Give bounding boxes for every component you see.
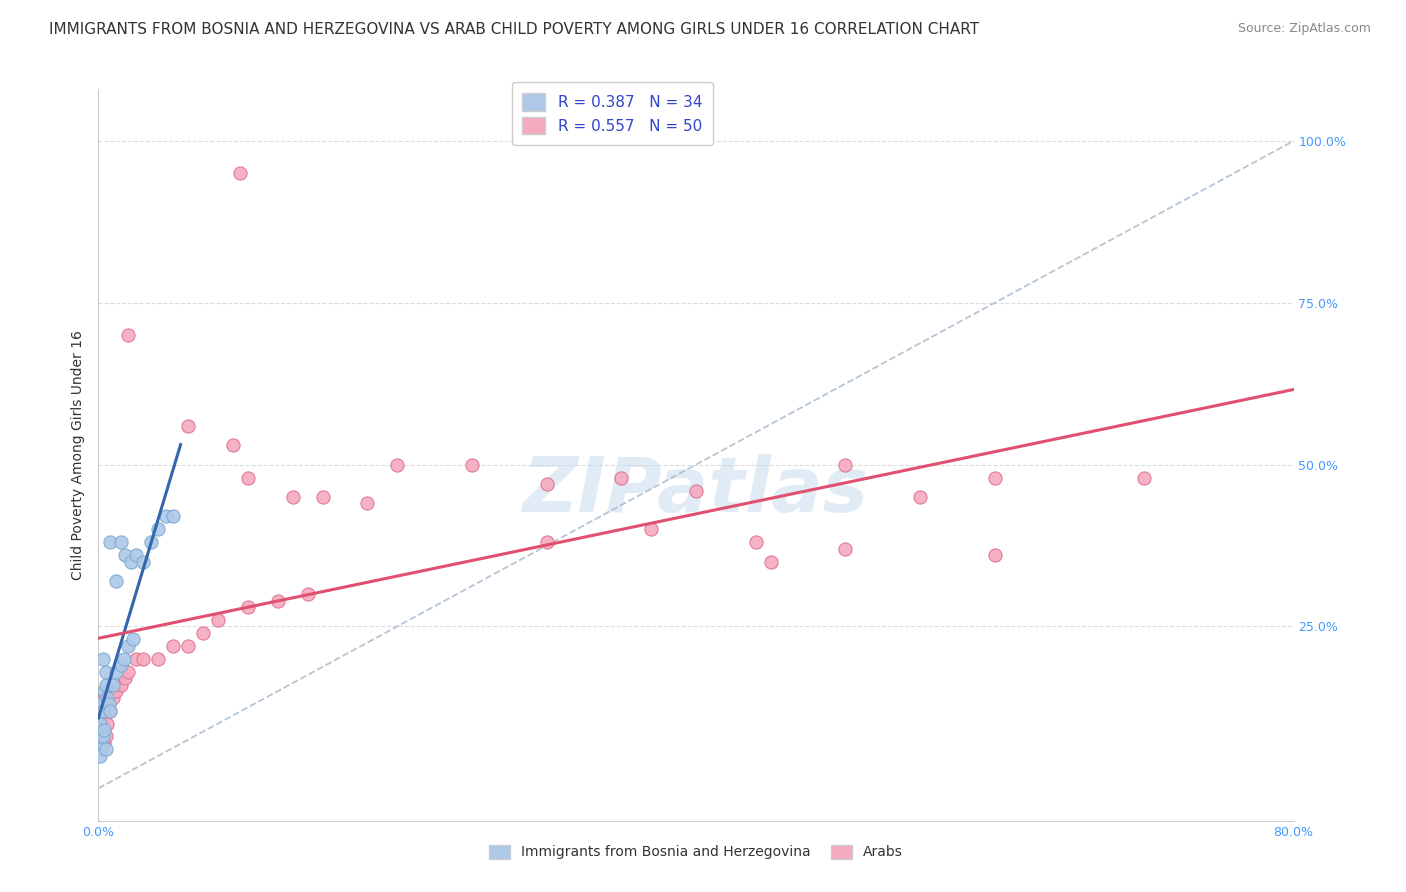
Point	[94, 697, 117, 711]
Point	[132, 652, 155, 666]
Point	[984, 470, 1007, 484]
Text: IMMIGRANTS FROM BOSNIA AND HERZEGOVINA VS ARAB CHILD POVERTY AMONG GIRLS UNDER 1: IMMIGRANTS FROM BOSNIA AND HERZEGOVINA V…	[49, 22, 980, 37]
Point	[155, 509, 177, 524]
Point	[91, 652, 114, 666]
Point	[311, 490, 333, 504]
Point	[461, 458, 484, 472]
Point	[103, 678, 125, 692]
Point	[121, 632, 143, 647]
Point	[90, 742, 112, 756]
Point	[105, 665, 128, 679]
Point	[103, 690, 125, 705]
Point	[110, 658, 132, 673]
Point	[90, 697, 112, 711]
Point	[114, 548, 136, 562]
Legend: Immigrants from Bosnia and Herzegovina, Arabs: Immigrants from Bosnia and Herzegovina, …	[484, 839, 908, 865]
Point	[685, 483, 707, 498]
Point	[139, 535, 162, 549]
Point	[89, 704, 111, 718]
Point	[89, 742, 111, 756]
Point	[117, 665, 139, 679]
Point	[162, 639, 184, 653]
Point	[908, 490, 931, 504]
Point	[177, 639, 200, 653]
Point	[745, 535, 768, 549]
Point	[385, 458, 409, 472]
Point	[536, 477, 558, 491]
Text: Source: ZipAtlas.com: Source: ZipAtlas.com	[1237, 22, 1371, 36]
Point	[125, 548, 148, 562]
Point	[191, 626, 214, 640]
Point	[177, 418, 200, 433]
Point	[94, 678, 117, 692]
Point	[91, 704, 114, 718]
Point	[148, 522, 170, 536]
Point	[281, 490, 304, 504]
Y-axis label: Child Poverty Among Girls Under 16: Child Poverty Among Girls Under 16	[70, 330, 84, 580]
Point	[984, 548, 1007, 562]
Point	[89, 736, 111, 750]
Point	[536, 535, 558, 549]
Point	[91, 730, 114, 744]
Point	[98, 704, 122, 718]
Point	[93, 684, 115, 698]
Point	[93, 736, 115, 750]
Point	[112, 652, 135, 666]
Point	[94, 665, 117, 679]
Point	[229, 166, 252, 180]
Point	[236, 470, 259, 484]
Point	[90, 730, 112, 744]
Point	[90, 736, 112, 750]
Point	[117, 328, 139, 343]
Point	[114, 671, 136, 685]
Point	[207, 613, 229, 627]
Point	[834, 458, 856, 472]
Point	[89, 716, 111, 731]
Point	[91, 730, 114, 744]
Point	[94, 742, 117, 756]
Point	[110, 535, 132, 549]
Point	[125, 652, 148, 666]
Point	[162, 509, 184, 524]
Point	[356, 496, 378, 510]
Point	[110, 678, 132, 692]
Point	[236, 600, 259, 615]
Text: ZIPatlas: ZIPatlas	[523, 455, 869, 528]
Point	[759, 555, 782, 569]
Point	[90, 716, 112, 731]
Point	[1133, 470, 1156, 484]
Point	[640, 522, 662, 536]
Point	[117, 639, 139, 653]
Point	[96, 716, 118, 731]
Point	[610, 470, 633, 484]
Point	[97, 697, 120, 711]
Point	[98, 535, 122, 549]
Point	[222, 438, 245, 452]
Point	[267, 593, 290, 607]
Point	[132, 555, 155, 569]
Point	[148, 652, 170, 666]
Point	[834, 541, 856, 556]
Point	[120, 555, 142, 569]
Point	[98, 704, 122, 718]
Point	[94, 730, 117, 744]
Point	[91, 710, 114, 724]
Point	[297, 587, 319, 601]
Point	[105, 684, 128, 698]
Point	[93, 723, 115, 737]
Point	[89, 748, 111, 763]
Point	[105, 574, 128, 589]
Point	[96, 690, 118, 705]
Point	[93, 690, 115, 705]
